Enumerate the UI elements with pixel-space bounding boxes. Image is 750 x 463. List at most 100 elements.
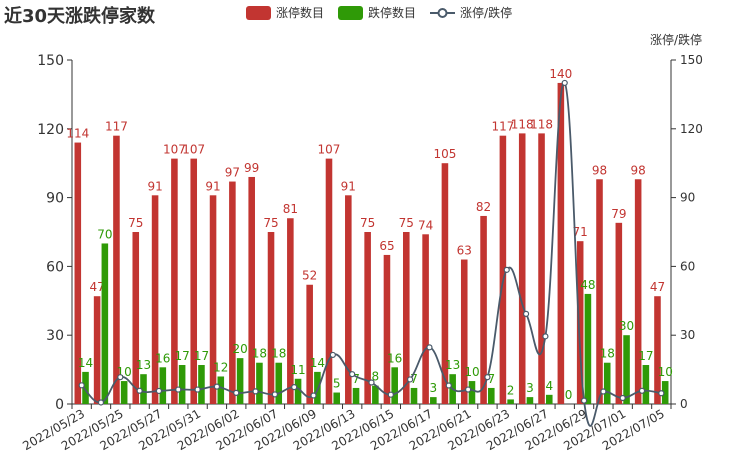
legend: 涨停数目 跌停数目 涨停/跌停 bbox=[246, 4, 526, 21]
bar-limit-up bbox=[229, 181, 236, 404]
bar-label-limit-up: 75 bbox=[263, 216, 278, 230]
y-left-tick-label: 150 bbox=[37, 53, 64, 69]
bar-limit-up bbox=[422, 234, 429, 404]
bar-label-limit-up: 140 bbox=[549, 67, 572, 81]
right-axis-name: 涨停/跌停 bbox=[649, 33, 702, 47]
bar-limit-up bbox=[364, 232, 371, 404]
line-point-ratio bbox=[136, 387, 143, 394]
line-point-ratio bbox=[658, 390, 665, 397]
bar-limit-down bbox=[642, 365, 650, 404]
bar-label-limit-up: 107 bbox=[182, 143, 205, 157]
bar-limit-down bbox=[236, 358, 244, 404]
legend-item-limit-up[interactable]: 涨停数目 bbox=[246, 4, 324, 21]
line-point-ratio bbox=[542, 333, 549, 340]
bar-limit-down bbox=[198, 365, 205, 404]
bar-label-limit-up: 75 bbox=[360, 216, 375, 230]
bar-label-limit-up: 107 bbox=[318, 143, 341, 157]
y-right-tick-label: 120 bbox=[680, 122, 703, 136]
line-point-ratio bbox=[213, 383, 221, 390]
bar-limit-down bbox=[526, 397, 534, 404]
bar-label-limit-up: 47 bbox=[89, 280, 104, 294]
bar-label-limit-up: 82 bbox=[476, 200, 491, 214]
y-right-tick-label: 90 bbox=[680, 191, 695, 205]
line-point-ratio bbox=[561, 79, 568, 87]
bar-label-limit-up: 79 bbox=[611, 207, 626, 221]
line-point-ratio bbox=[426, 344, 433, 351]
bar-label-limit-up: 47 bbox=[650, 280, 665, 294]
bar-label-limit-down: 7 bbox=[487, 372, 495, 386]
y-left-tick-label: 0 bbox=[55, 397, 64, 413]
bar-limit-down bbox=[101, 243, 109, 404]
line-point-ratio bbox=[503, 266, 510, 273]
bar-limit-up bbox=[190, 158, 198, 404]
line-point-ratio bbox=[291, 384, 298, 391]
bar-label-limit-up: 117 bbox=[491, 120, 514, 134]
bar-label-limit-up: 74 bbox=[418, 218, 433, 232]
bar-label-limit-down: 10 bbox=[658, 365, 673, 379]
bar-limit-up bbox=[480, 215, 487, 404]
bar-limit-up bbox=[132, 232, 140, 404]
legend-swatch-ratio bbox=[430, 7, 456, 18]
legend-swatch-limit-down bbox=[338, 5, 364, 20]
line-point-ratio bbox=[368, 379, 375, 386]
bar-limit-down bbox=[294, 378, 302, 404]
bar-limit-down bbox=[545, 394, 553, 404]
bar-label-limit-down: 7 bbox=[410, 372, 418, 386]
bar-limit-up bbox=[287, 218, 294, 404]
bar-limit-down bbox=[507, 399, 514, 404]
bar-label-limit-down: 10 bbox=[464, 365, 479, 379]
bar-limit-down bbox=[275, 362, 283, 404]
bar-limit-up bbox=[596, 179, 603, 404]
legend-item-ratio[interactable]: 涨停/跌停 bbox=[430, 4, 512, 21]
line-point-ratio bbox=[638, 387, 646, 394]
bar-limit-up bbox=[267, 232, 275, 404]
bar-label-limit-down: 7 bbox=[352, 372, 360, 386]
bar-limit-down bbox=[584, 293, 592, 404]
line-point-ratio bbox=[407, 376, 414, 383]
bar-limit-up bbox=[209, 195, 217, 404]
legend-label-ratio: 涨停/跌停 bbox=[460, 6, 513, 20]
bar-label-limit-down: 13 bbox=[445, 358, 460, 372]
bar-label-limit-up: 114 bbox=[66, 127, 89, 141]
bar-label-limit-down: 16 bbox=[155, 351, 170, 365]
line-point-ratio bbox=[271, 391, 278, 398]
bar-limit-up bbox=[151, 195, 159, 404]
bar-label-limit-down: 17 bbox=[174, 349, 189, 363]
bar-limit-down bbox=[661, 381, 669, 404]
bar-limit-down bbox=[352, 387, 360, 404]
legend-label-limit-up: 涨停数目 bbox=[276, 6, 325, 20]
line-point-ratio bbox=[155, 387, 163, 395]
bar-limit-up bbox=[171, 158, 178, 404]
bar-label-limit-down: 17 bbox=[194, 349, 209, 363]
bar-limit-up bbox=[557, 82, 565, 404]
bar-limit-down bbox=[391, 367, 398, 404]
line-point-ratio bbox=[349, 371, 356, 378]
y-right-tick-label: 30 bbox=[680, 328, 695, 342]
bar-label-limit-up: 91 bbox=[147, 179, 162, 193]
legend-swatch-limit-up bbox=[246, 5, 271, 20]
line-point-ratio bbox=[252, 388, 259, 395]
line-point-ratio bbox=[600, 388, 607, 395]
bar-label-limit-up: 71 bbox=[573, 225, 588, 239]
bar-label-limit-up: 117 bbox=[105, 120, 128, 134]
line-point-ratio bbox=[465, 386, 472, 393]
bar-limit-down bbox=[159, 367, 167, 404]
bar-label-limit-up: 81 bbox=[283, 202, 298, 216]
bar-label-limit-down: 20 bbox=[232, 342, 247, 356]
bar-label-limit-down: 18 bbox=[600, 347, 615, 361]
line-point-ratio bbox=[445, 382, 452, 389]
bar-limit-up bbox=[345, 195, 352, 404]
line-point-ratio bbox=[117, 374, 124, 381]
bar-label-limit-up: 75 bbox=[399, 216, 414, 230]
bar-limit-up bbox=[615, 222, 623, 404]
series-line-ratio bbox=[81, 81, 662, 427]
legend-item-limit-down[interactable]: 跌停数目 bbox=[338, 4, 416, 21]
bar-label-limit-down: 16 bbox=[387, 351, 402, 365]
bar-limit-up bbox=[499, 135, 507, 404]
line-point-ratio bbox=[484, 374, 491, 381]
line-point-ratio bbox=[175, 386, 182, 393]
bar-label-limit-down: 30 bbox=[619, 319, 634, 333]
bar-label-limit-up: 118 bbox=[530, 117, 553, 131]
line-point-ratio bbox=[78, 382, 85, 389]
